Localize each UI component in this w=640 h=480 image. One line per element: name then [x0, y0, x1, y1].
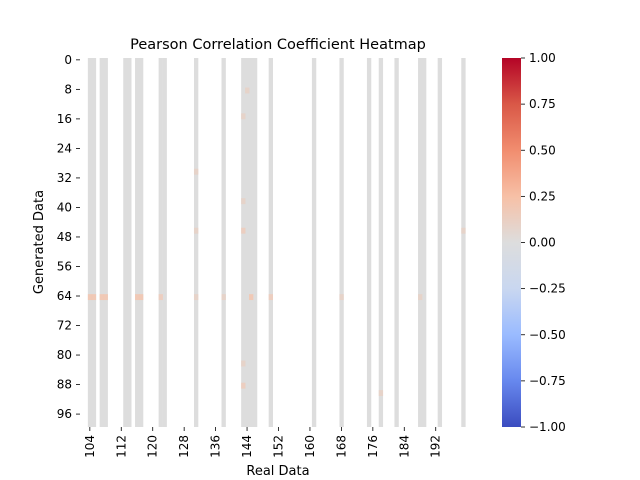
- x-tick-label-160: 160: [303, 435, 317, 458]
- colorbar-ticks: 1.00 0.75 0.50 0.25 0.00 −0.25 −0.50 −0.75 −1.00: [521, 51, 566, 434]
- heatmap-column-105: [91, 58, 97, 427]
- heatmap-column-150: [268, 58, 274, 427]
- x-axis-label: Real Data: [246, 464, 309, 479]
- colorbar-tick-label: −1.00: [529, 420, 566, 434]
- y-tick-label-64: 64: [57, 289, 72, 303]
- x-tick-label-144: 144: [240, 435, 254, 458]
- heatmap-column-131: [193, 58, 199, 427]
- heatmap-cell-168-64: [339, 294, 344, 301]
- heatmap-cell-150-64: [268, 294, 274, 301]
- heatmap-column-138: [221, 58, 226, 427]
- heatmap-column-107: [99, 58, 104, 427]
- heatmap-column-146: [252, 58, 258, 427]
- colorbar-tick-label: 0.00: [529, 236, 556, 250]
- heatmap-column-143: [241, 58, 246, 427]
- y-tick-label-72: 72: [57, 319, 72, 333]
- heatmap-cell-143-15: [241, 113, 246, 120]
- heatmap-cell-108-64: [103, 294, 108, 301]
- x-tick-label-112: 112: [114, 435, 128, 458]
- plot-area: [87, 58, 466, 427]
- heatmap-cell-144-8: [245, 87, 250, 94]
- x-tick-label-176: 176: [366, 435, 380, 458]
- heatmap-cell-122-64: [158, 294, 163, 301]
- y-tick-label-40: 40: [57, 200, 72, 214]
- heatmap-cell-199-46: [461, 227, 466, 234]
- y-axis: 0 8 16 24 32 40 48 56 64 72 80 88 96: [57, 53, 80, 421]
- heatmap-cell-117-64: [138, 294, 144, 301]
- heatmap-cell-131-30: [193, 168, 199, 175]
- colorbar-tick-label: 0.25: [529, 189, 556, 203]
- x-tick-label-136: 136: [209, 435, 223, 458]
- heatmap-column-161: [311, 58, 317, 427]
- y-tick-label-56: 56: [57, 259, 72, 273]
- heatmap-column-113: [123, 58, 128, 427]
- heatmap-cell-178-90: [378, 390, 384, 397]
- x-tick-label-104: 104: [83, 435, 97, 458]
- heatmap-cell-104-64: [87, 294, 93, 301]
- heatmap-column-123: [162, 58, 167, 427]
- x-tick-label-120: 120: [146, 435, 160, 458]
- x-tick-label-128: 128: [177, 435, 191, 458]
- heatmap-column-182: [394, 58, 399, 427]
- x-tick-label-184: 184: [397, 435, 411, 458]
- chart-title: Pearson Correlation Coefficient Heatmap: [130, 37, 426, 53]
- heatmap-column-193: [437, 58, 443, 427]
- heatmap-cell-131-64: [193, 294, 199, 301]
- colorbar-tick-label: 0.75: [529, 97, 556, 111]
- heatmap-cell-138-64: [221, 294, 226, 301]
- colorbar-tick-label: 1.00: [529, 51, 556, 65]
- heatmap-column-104: [87, 58, 93, 427]
- y-tick-label-16: 16: [57, 112, 72, 126]
- y-tick-label-48: 48: [57, 230, 72, 244]
- y-tick-label-80: 80: [57, 348, 72, 362]
- heatmap-cell-143-88: [241, 382, 246, 389]
- colorbar-tick-label: −0.50: [529, 328, 566, 342]
- heatmap-column-114: [127, 58, 132, 427]
- heatmap-cell-143-38: [241, 198, 246, 205]
- y-tick-label-88: 88: [57, 378, 72, 392]
- heatmap-column-122: [158, 58, 163, 427]
- heatmap-column-178: [378, 58, 384, 427]
- heatmap-column-189: [421, 58, 427, 427]
- colorbar: [502, 58, 521, 427]
- y-axis-label: Generated Data: [32, 190, 47, 294]
- heatmap-cell-105-64: [91, 294, 97, 301]
- heatmap-cell-188-64: [418, 294, 423, 301]
- heatmap-column-144: [245, 58, 250, 427]
- heatmap-column-168: [339, 58, 344, 427]
- y-tick-label-8: 8: [64, 82, 72, 96]
- colorbar-tick-label: 0.50: [529, 143, 556, 157]
- y-tick-label-96: 96: [57, 407, 72, 421]
- heatmap-column-117: [138, 58, 144, 427]
- heatmap-cell-131-46: [193, 227, 199, 234]
- x-tick-label-192: 192: [429, 435, 443, 458]
- x-axis: 104 112 120 128 136 144 152 160 168 176 184 192: [83, 427, 443, 458]
- y-tick-label-0: 0: [64, 53, 72, 67]
- heatmap-cell-145-64: [249, 294, 254, 301]
- heatmap-cell-143-82: [241, 360, 246, 367]
- heatmap-column-199: [461, 58, 466, 427]
- heatmap-cell-116-64: [135, 294, 140, 301]
- heatmap-column-175: [366, 58, 372, 427]
- x-tick-label-168: 168: [334, 435, 348, 458]
- heatmap-cell-107-64: [99, 294, 104, 301]
- colorbar-tick-label: −0.25: [529, 282, 566, 296]
- heatmap-column-116: [135, 58, 140, 427]
- heatmap-column-188: [418, 58, 423, 427]
- x-tick-label-152: 152: [272, 435, 286, 458]
- heatmap-column-145: [249, 58, 254, 427]
- y-tick-label-24: 24: [57, 141, 72, 155]
- heatmap-column-108: [103, 58, 108, 427]
- heatmap-cell-143-46: [241, 227, 246, 234]
- colorbar-tick-label: −0.75: [529, 374, 566, 388]
- y-tick-label-32: 32: [57, 171, 72, 185]
